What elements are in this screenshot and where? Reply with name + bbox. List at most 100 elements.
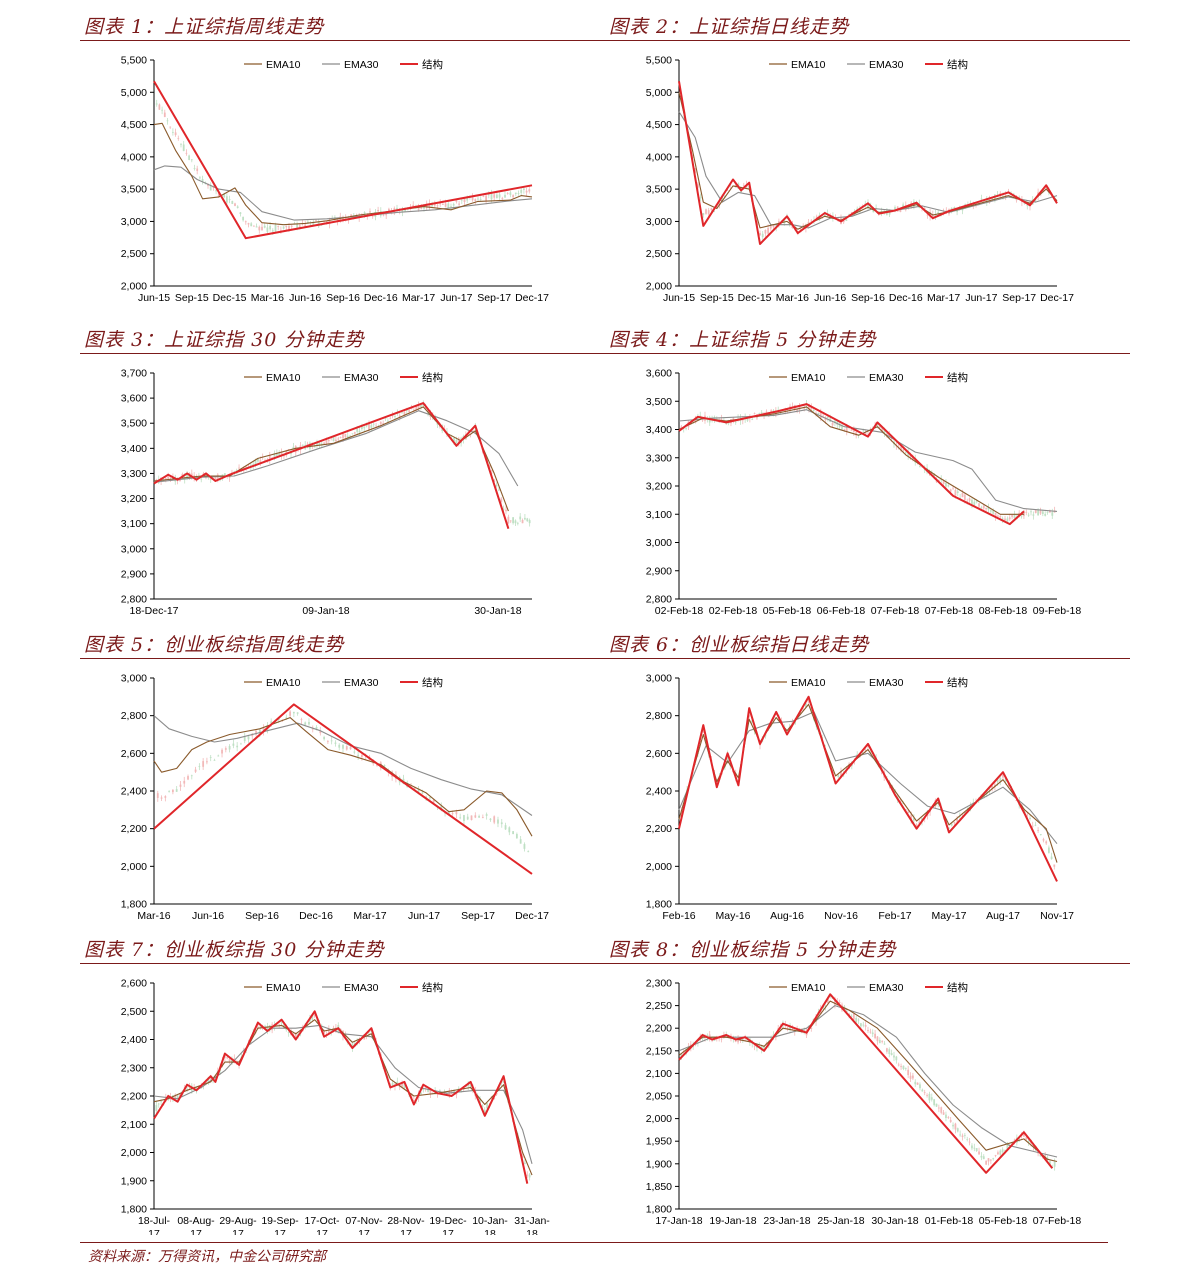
candle-body [1039, 510, 1042, 514]
candle-body [1037, 830, 1039, 831]
y-tick-label: 3,500 [646, 184, 672, 196]
candle-body [349, 435, 351, 437]
candle-body [726, 753, 729, 761]
candle-body [207, 183, 209, 186]
candle-body [174, 132, 177, 136]
candle-body [751, 1043, 754, 1045]
candle-body [193, 167, 196, 169]
candle-body [514, 192, 517, 194]
candle-body [949, 1119, 952, 1123]
candle-body [774, 410, 777, 415]
candle-body [226, 1057, 229, 1059]
candle-body [346, 435, 349, 438]
candle-body [907, 451, 910, 457]
candle-body [1026, 814, 1029, 816]
candle-body [202, 761, 205, 767]
candle-body [923, 469, 926, 471]
legend-label-ema10: EMA10 [791, 372, 826, 384]
candle-body [304, 722, 307, 725]
y-tick-label: 2,600 [646, 748, 672, 760]
x-tick-label: Sep-16 [326, 292, 360, 304]
candle-body [1004, 195, 1007, 197]
candle-body [867, 202, 869, 209]
candle-body [504, 194, 506, 198]
x-tick-label: Aug-16 [770, 910, 804, 922]
candle-body [956, 491, 959, 493]
candle-body [786, 1027, 789, 1029]
candle-body [420, 208, 423, 209]
candle-body [699, 197, 702, 199]
candle-body [947, 485, 950, 487]
legend-label-ema30: EMA30 [869, 677, 904, 689]
candle-body [213, 759, 216, 761]
candle-body [842, 220, 845, 223]
candle-body [501, 197, 504, 199]
candle-body [978, 503, 980, 507]
candle-body [805, 703, 807, 708]
candle-body [1050, 856, 1053, 860]
candle-body [720, 1038, 723, 1040]
candle-body [911, 1075, 914, 1079]
candle-body [823, 213, 826, 217]
candle-body [166, 120, 169, 122]
structure-line [153, 1010, 529, 1184]
candle-body [852, 1014, 855, 1020]
candle-body [285, 225, 288, 228]
candle-body [982, 505, 985, 509]
candle-body [236, 206, 239, 208]
candle-body [436, 422, 439, 425]
candle-body [439, 203, 442, 205]
candle-body [876, 422, 879, 428]
candlesticks [680, 99, 1056, 241]
y-tick-label: 2,500 [121, 248, 147, 260]
x-tick-label: 02-Feb-18 [709, 605, 758, 617]
candle-body [753, 1045, 756, 1047]
title-rule [605, 658, 1130, 659]
candle-body [460, 199, 463, 201]
candle-body [194, 769, 197, 772]
candle-body [497, 819, 499, 824]
candle-body [258, 729, 261, 734]
candle-body [815, 216, 818, 219]
y-tick-label: 5,000 [646, 87, 672, 99]
candle-body [361, 426, 363, 430]
y-tick-label: 2,500 [121, 1006, 147, 1018]
y-tick-label: 2,800 [121, 710, 147, 722]
candle-body [707, 210, 710, 215]
candle-body [164, 478, 167, 480]
candle-body [330, 1030, 333, 1032]
x-tick-label: 08-Aug-17 [177, 1215, 215, 1235]
candle-body [301, 444, 304, 446]
candle-body [490, 470, 493, 472]
legend-label-structure: 结构 [422, 371, 443, 384]
x-tick-label: Jun-17 [408, 910, 440, 922]
candle-body [174, 1094, 177, 1100]
structure-line [153, 402, 510, 530]
candle-body [368, 423, 370, 430]
legend-label-ema30: EMA30 [344, 982, 379, 994]
candle-body [963, 494, 966, 500]
candle-body [306, 1025, 309, 1027]
candle-body [988, 197, 991, 203]
y-tick-label: 3,400 [646, 424, 672, 436]
candle-body [226, 196, 228, 203]
x-tick-label: 18-Dec-17 [129, 605, 178, 617]
legend: EMA10 EMA30 结构 [769, 676, 968, 689]
candle-body [382, 423, 385, 424]
candle-body [992, 1158, 995, 1160]
candle-body [831, 422, 834, 426]
candle-body [469, 1084, 472, 1088]
candle-body [228, 746, 231, 750]
x-tick-label: Jun-16 [814, 292, 846, 304]
candle-body [1042, 839, 1045, 841]
x-tick-label: 07-Nov-17 [345, 1215, 383, 1235]
candle-body [506, 193, 509, 194]
candle-body [1048, 847, 1050, 853]
chart-panel-5: 图表 5：创业板综指周线走势 3,000 2,800 2,600 2,400 2,200 2… [80, 630, 605, 930]
candle-body [161, 109, 163, 111]
candle-body [1051, 512, 1054, 516]
candle-body [417, 404, 420, 409]
candle-body [1037, 509, 1039, 516]
x-tick-label: 05-Feb-18 [979, 1215, 1028, 1227]
candle-body [505, 509, 507, 512]
